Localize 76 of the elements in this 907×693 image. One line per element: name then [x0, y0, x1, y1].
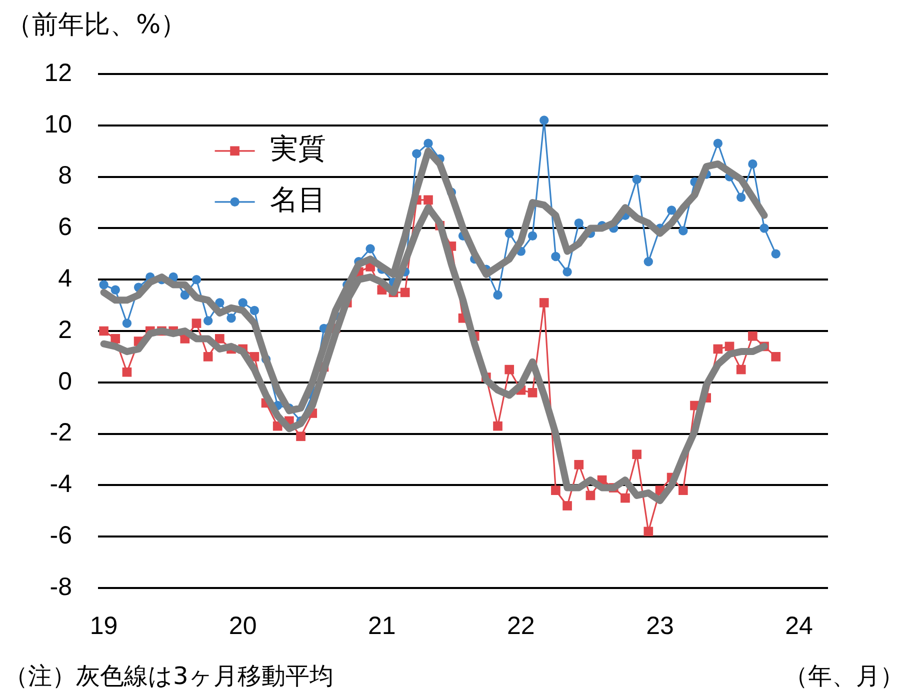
- x-tick-label: 22: [507, 612, 535, 640]
- point: [250, 306, 260, 316]
- point: [412, 149, 422, 158]
- y-tick-label: -4: [50, 470, 72, 498]
- point: [400, 288, 410, 298]
- y-tick-label: -6: [50, 521, 72, 550]
- point: [551, 486, 560, 496]
- point: [99, 326, 108, 336]
- y-tick-label: -2: [50, 418, 72, 447]
- point: [562, 267, 572, 276]
- point: [366, 244, 375, 254]
- x-tick-label: 23: [646, 612, 674, 640]
- y-tick-label: 8: [58, 162, 72, 190]
- point: [203, 352, 213, 362]
- y-tick-label: 12: [44, 58, 72, 87]
- point: [644, 526, 654, 536]
- point: [771, 352, 781, 362]
- point: [666, 206, 676, 215]
- y-tick-label: 0: [58, 367, 72, 396]
- point: [540, 116, 549, 125]
- y-tick-label: 10: [44, 110, 72, 138]
- point: [110, 334, 120, 344]
- point: [539, 298, 549, 308]
- point: [736, 364, 746, 374]
- point: [110, 285, 120, 294]
- legend-label: 実質: [270, 132, 326, 166]
- point: [192, 275, 202, 284]
- point: [644, 257, 653, 266]
- point: [586, 490, 596, 500]
- point: [215, 298, 224, 308]
- point: [504, 364, 514, 374]
- point: [192, 318, 202, 328]
- point: [215, 334, 224, 344]
- point: [748, 159, 758, 169]
- point: [493, 290, 502, 300]
- point: [238, 298, 248, 308]
- point: [771, 249, 780, 258]
- point: [493, 421, 502, 431]
- point: [296, 432, 306, 442]
- y-tick-label: -8: [50, 572, 72, 601]
- point: [424, 195, 433, 205]
- x-tick-label: 19: [90, 612, 118, 640]
- point: [122, 318, 132, 328]
- point: [748, 331, 758, 341]
- x-tick-label: 24: [785, 612, 814, 640]
- point: [424, 138, 433, 148]
- y-tick-label: 2: [58, 316, 72, 344]
- point: [122, 367, 132, 377]
- point: [632, 450, 642, 460]
- point: [760, 224, 769, 233]
- y-tick-label: 4: [58, 264, 72, 292]
- point: [632, 174, 642, 184]
- x-axis-title: （年、月）: [784, 662, 904, 690]
- point: [736, 192, 746, 202]
- point: [574, 218, 584, 228]
- point: [528, 388, 538, 398]
- point: [713, 344, 723, 354]
- point: [678, 486, 688, 496]
- point: [551, 252, 560, 262]
- point: [99, 280, 108, 290]
- x-tick-label: 20: [228, 612, 257, 640]
- point: [713, 138, 723, 148]
- y-axis-title: （前年比、%）: [6, 10, 187, 40]
- point: [226, 314, 236, 323]
- point: [203, 316, 213, 326]
- point: [180, 290, 190, 300]
- legend-label: 名目: [270, 183, 326, 216]
- x-tick-label: 21: [368, 612, 396, 640]
- text: （注）灰色線は3ヶ月移動平均: [4, 662, 334, 690]
- y-tick-label: 6: [58, 213, 72, 242]
- point: [574, 460, 584, 470]
- point: [504, 228, 514, 238]
- point: [678, 226, 688, 236]
- point: [562, 501, 572, 510]
- point: [528, 231, 538, 241]
- point: [620, 493, 630, 503]
